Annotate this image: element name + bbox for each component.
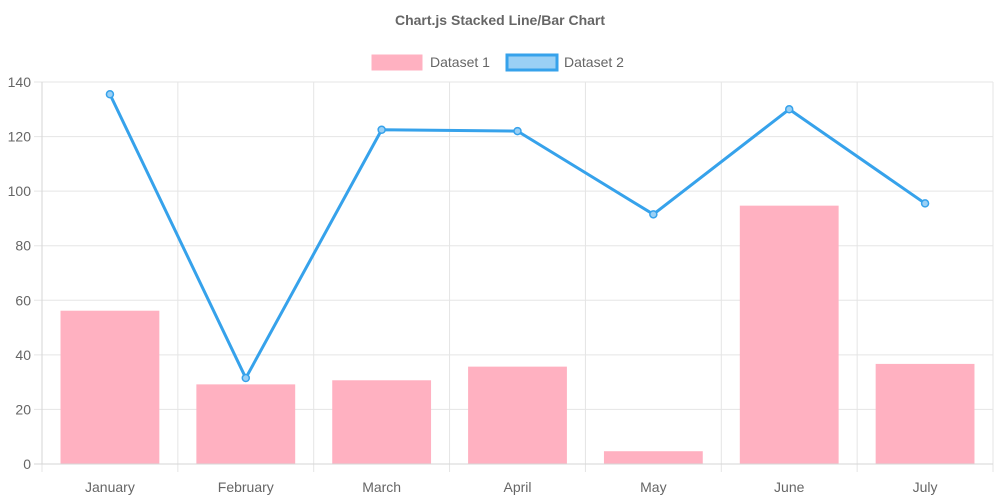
bar-dataset-1-june[interactable] xyxy=(739,205,839,465)
x-tick-label-june: June xyxy=(774,479,805,495)
point-dataset-2-june[interactable] xyxy=(784,105,794,114)
legend-swatch-dataset-2 xyxy=(505,53,559,72)
y-tick-label-120: 120 xyxy=(8,129,32,145)
y-tick-label-60: 60 xyxy=(15,292,31,308)
point-dataset-2-january[interactable] xyxy=(105,90,115,99)
x-tick-label-january: January xyxy=(85,479,135,495)
bar-dataset-1-march[interactable] xyxy=(332,380,432,465)
x-tick-label-april: April xyxy=(503,479,531,495)
point-dataset-2-march[interactable] xyxy=(377,125,386,134)
point-dataset-2-july[interactable] xyxy=(920,199,930,208)
point-dataset-2-may[interactable] xyxy=(649,210,658,219)
y-tick-label-20: 20 xyxy=(15,401,31,417)
bar-dataset-1-may[interactable] xyxy=(603,451,703,465)
y-tick-label-0: 0 xyxy=(23,456,31,472)
legend-label-dataset-2: Dataset 2 xyxy=(564,54,624,70)
x-tick-label-may: May xyxy=(640,479,666,495)
y-tick-label-100: 100 xyxy=(8,183,32,199)
legend-item-dataset-1[interactable]: Dataset 1 xyxy=(371,54,490,71)
bar-dataset-1-july[interactable] xyxy=(875,363,975,465)
legend-label-dataset-1: Dataset 1 xyxy=(430,54,490,70)
legend-item-dataset-2[interactable]: Dataset 2 xyxy=(505,53,624,72)
y-tick-label-80: 80 xyxy=(15,238,31,254)
chart-title: Chart.js Stacked Line/Bar Chart xyxy=(395,12,605,28)
grid-layer xyxy=(34,81,994,472)
x-tick-label-july: July xyxy=(913,479,938,495)
x-tick-label-february: February xyxy=(218,479,274,495)
bar-layer xyxy=(60,205,975,465)
point-dataset-2-february[interactable] xyxy=(241,373,251,383)
y-tick-label-40: 40 xyxy=(15,347,31,363)
legend-swatch-dataset-1 xyxy=(371,54,423,71)
y-tick-label-140: 140 xyxy=(8,74,32,90)
axis-layer: 0 20 40 60 80 100 120 140 January February March Ap… xyxy=(8,74,993,495)
x-tick-label-march: March xyxy=(362,479,401,495)
bar-dataset-1-april[interactable] xyxy=(468,366,567,465)
bar-dataset-1-january[interactable] xyxy=(60,310,160,465)
legend: Dataset 1 Dataset 2 xyxy=(371,53,624,72)
line-layer xyxy=(105,90,930,383)
bar-dataset-1-february[interactable] xyxy=(196,384,296,465)
point-dataset-2-april[interactable] xyxy=(513,126,522,136)
